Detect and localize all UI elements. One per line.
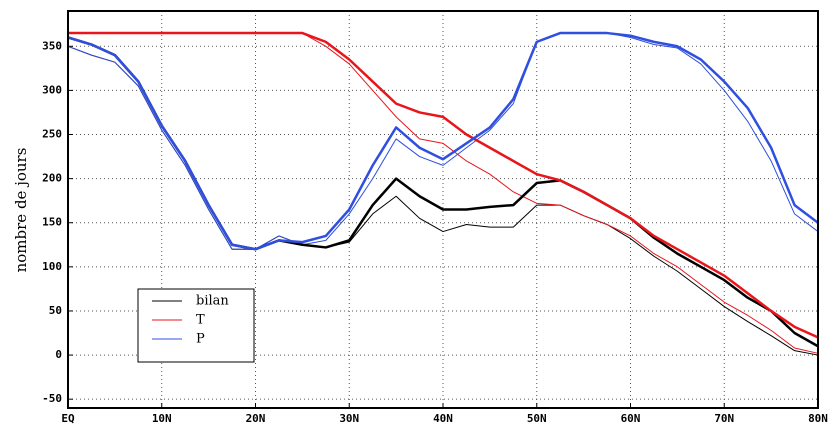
- legend-label: T: [196, 313, 205, 328]
- x-tick-label: 80N: [808, 412, 828, 425]
- y-tick-label: 0: [55, 348, 62, 361]
- x-tick-label: 20N: [246, 412, 266, 425]
- y-tick-label: 350: [42, 39, 62, 52]
- x-tick-label: 30N: [339, 412, 359, 425]
- x-tick-label: 60N: [621, 412, 641, 425]
- y-tick-label: 300: [42, 83, 62, 96]
- x-tick-label: 10N: [152, 412, 172, 425]
- y-tick-label: 200: [42, 172, 62, 185]
- y-tick-label: 250: [42, 128, 62, 141]
- x-tick-label: EQ: [61, 412, 75, 425]
- y-tick-label: 50: [49, 304, 62, 317]
- legend: bilan TP: [137, 288, 255, 363]
- legend-label: bilan: [196, 294, 229, 309]
- legend-label: P: [196, 332, 205, 347]
- y-tick-label: -50: [42, 392, 62, 405]
- y-tick-label: 150: [42, 216, 62, 229]
- y-tick-label: 100: [42, 260, 62, 273]
- plot-frame: [67, 10, 819, 409]
- data-line: [67, 31, 819, 251]
- data-line: [68, 31, 819, 339]
- x-tick-label: 70N: [714, 412, 734, 425]
- x-tick-label: 50N: [527, 412, 547, 425]
- data-line: [67, 32, 819, 250]
- x-tick-label: 40N: [433, 412, 453, 425]
- y-axis-label: nombre de jours: [12, 148, 30, 273]
